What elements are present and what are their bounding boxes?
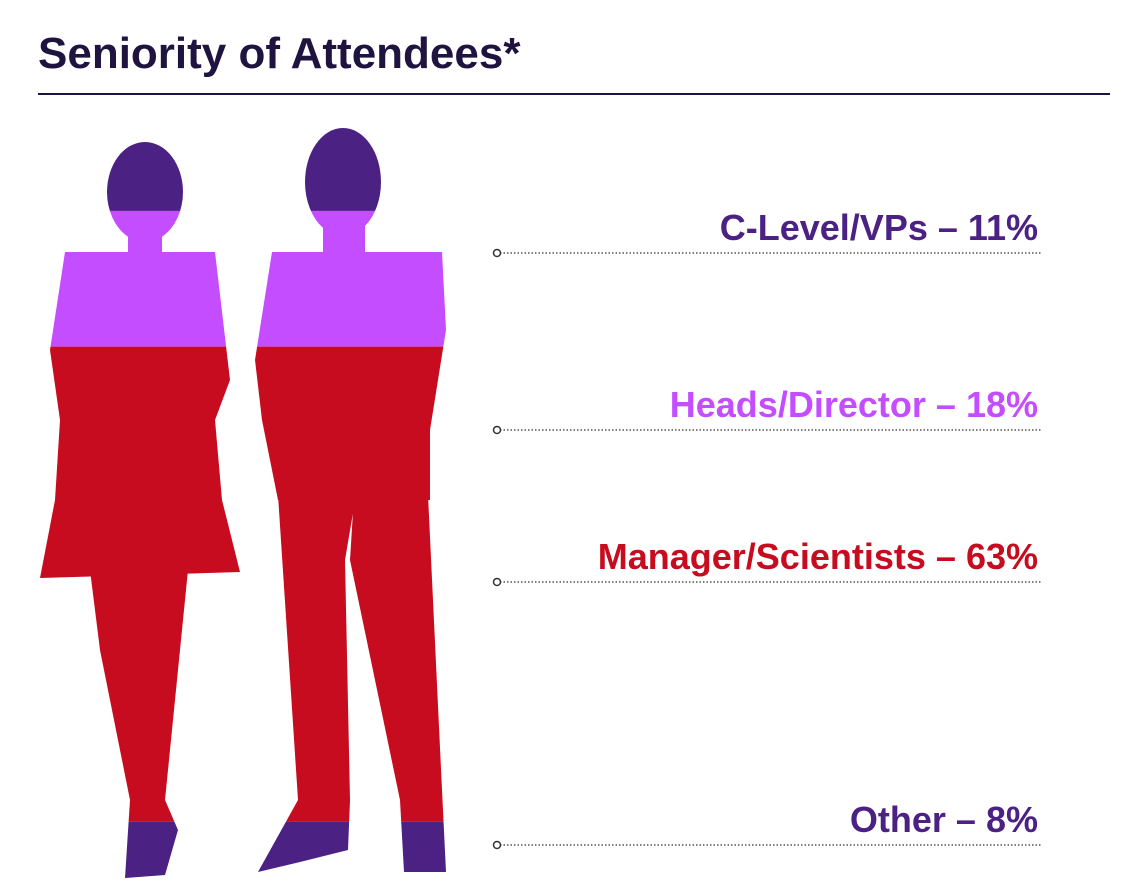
man-figure xyxy=(255,128,446,872)
band xyxy=(40,142,240,211)
leader-dot xyxy=(492,577,502,587)
band xyxy=(255,210,446,347)
category-name: Other xyxy=(850,799,946,840)
separator: – xyxy=(938,207,958,248)
band xyxy=(255,346,446,822)
category-name: C-Level/VPs xyxy=(720,207,928,248)
band xyxy=(40,210,240,347)
band xyxy=(40,821,240,878)
leader-dot xyxy=(492,425,502,435)
value-label: 11% xyxy=(968,207,1038,248)
leader-dot xyxy=(492,840,502,850)
band xyxy=(255,821,446,872)
separator: – xyxy=(936,536,956,577)
separator: – xyxy=(936,384,956,425)
woman-figure xyxy=(40,142,240,878)
category-label: Manager/Scientists – 63% xyxy=(598,536,1038,577)
separator: – xyxy=(956,799,976,840)
leader-dot xyxy=(492,248,502,258)
band xyxy=(40,346,240,822)
value-label: 8% xyxy=(986,799,1038,840)
category-label: Heads/Director – 18% xyxy=(670,384,1038,425)
category-name: Manager/Scientists xyxy=(598,536,926,577)
value-label: 18% xyxy=(966,384,1038,425)
labels: C-Level/VPs – 11% Heads/Director – 18% Man… xyxy=(492,207,1042,850)
category-label: C-Level/VPs – 11% xyxy=(720,207,1038,248)
category-name: Heads/Director xyxy=(670,384,926,425)
value-label: 63% xyxy=(966,536,1038,577)
category-label: Other – 8% xyxy=(850,799,1038,840)
band xyxy=(255,128,446,211)
chart-title: Seniority of Attendees* xyxy=(38,29,521,78)
